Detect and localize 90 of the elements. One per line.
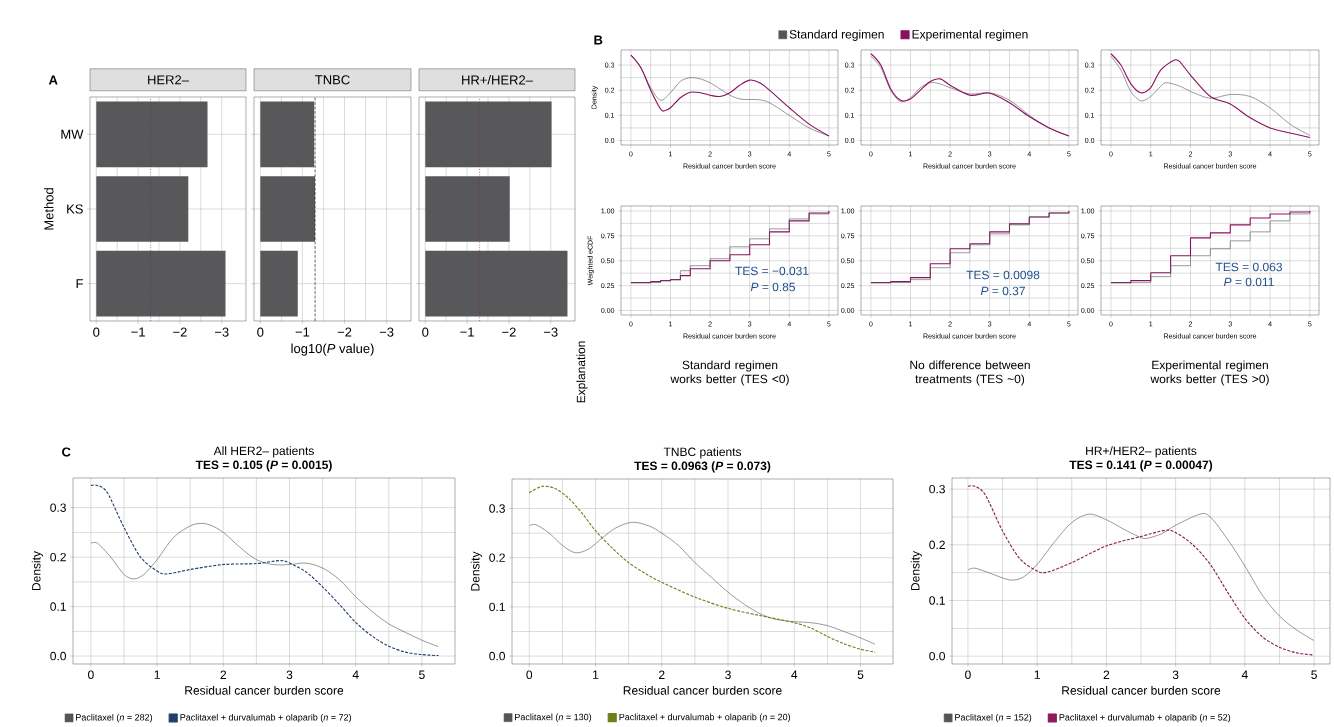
x-tick-label: 3 — [1172, 670, 1179, 680]
y-tick-label: 0.0 — [929, 651, 946, 661]
x-axis-title: Residual cancer burden score — [1062, 685, 1221, 695]
annotation: TES = −0.031 — [735, 266, 809, 276]
legend-label: Paclitaxel (n = 130) — [515, 713, 592, 723]
x-tick-label: −3 — [379, 327, 394, 337]
x-tick-label: 4 — [791, 670, 798, 679]
y-axis-title: Density — [910, 551, 922, 590]
chart-title: All HER2– patients — [213, 446, 314, 458]
y-tick-label: MW — [61, 129, 84, 139]
x-tick-label: −1 — [295, 327, 310, 337]
y-tick-label: F — [76, 279, 83, 289]
x-tick-label: −1 — [460, 327, 474, 337]
line-series — [90, 523, 439, 647]
x-axis-title: log10(P value) — [291, 343, 374, 356]
x-tick-label: 0 — [422, 327, 429, 337]
chart-title: TNBC — [315, 75, 350, 85]
y-tick-label: 0.1 — [929, 596, 945, 605]
y-axis-title: Density — [31, 551, 43, 591]
x-tick-label: 0 — [257, 327, 264, 337]
x-tick-label: 0 — [965, 670, 971, 680]
x-tick-label: −2 — [337, 327, 352, 337]
chart-subtitle: TES = 0.105 (P = 0.0015) — [195, 460, 332, 472]
x-tick-label: 2 — [1103, 670, 1110, 679]
y-axis-title: Density — [470, 551, 482, 591]
x-tick-label: 5 — [419, 670, 425, 679]
y-axis-title: Method — [43, 188, 54, 230]
annotation: P = 0.85 — [750, 282, 795, 292]
text: A — [48, 75, 58, 85]
y-tick-label: 0.0 — [50, 651, 67, 661]
x-tick-label: 1 — [593, 670, 599, 679]
legend-label: Paclitaxel (n = 282) — [76, 713, 153, 723]
x-tick-label: −2 — [502, 327, 516, 337]
x-tick-label: 2 — [659, 670, 665, 679]
x-tick-label: 4 — [352, 670, 359, 679]
chart-title: TNBC patients — [663, 447, 742, 459]
chart-title: HR+/HER2– patients — [1086, 446, 1197, 458]
chart-title: HR+/HER2– — [462, 75, 533, 85]
x-tick-label: 1 — [154, 670, 160, 679]
y-tick-label: 0.2 — [929, 540, 945, 550]
line-series — [967, 485, 1315, 656]
line-series — [528, 485, 876, 653]
x-tick-label: 1 — [1034, 670, 1040, 679]
annotation: P = 0.011 — [1223, 277, 1274, 287]
x-tick-label: 3 — [725, 670, 731, 680]
x-axis-title: Residual cancer burden score — [623, 685, 782, 695]
y-tick-label: 0.1 — [489, 602, 505, 612]
annotation: P = 0.37 — [980, 286, 1025, 296]
x-tick-label: 5 — [857, 670, 864, 679]
annotation: TES = 0.0098 — [966, 270, 1040, 280]
x-tick-label: 2 — [220, 670, 227, 679]
y-tick-label: 0.3 — [929, 484, 945, 494]
text: C — [62, 447, 71, 457]
legend-label: Paclitaxel + durvalumab + olaparib (n = 72) — [180, 713, 352, 723]
x-tick-label: 5 — [1311, 670, 1317, 679]
chart-subtitle: TES = 0.0963 (P = 0.073) — [634, 461, 771, 473]
x-tick-label: 0 — [526, 670, 533, 680]
line-series — [528, 521, 876, 645]
line-series — [630, 54, 830, 137]
y-tick-label: 0.2 — [50, 552, 66, 562]
x-tick-label: 0 — [93, 327, 100, 337]
x-tick-label: −3 — [214, 327, 229, 337]
line-series — [90, 484, 440, 657]
legend-label: Paclitaxel + durvalumab + olaparib (n = 20) — [619, 713, 791, 723]
legend-label: Standard regimen — [789, 29, 884, 41]
y-tick-label: 0.0 — [489, 651, 506, 661]
y-tick-label: 0.3 — [50, 503, 66, 512]
y-tick-label: 0.1 — [50, 602, 66, 611]
x-tick-label: 3 — [286, 670, 293, 680]
line-series — [967, 513, 1315, 641]
x-tick-label: −3 — [543, 327, 558, 337]
text: Explanation — [576, 341, 588, 403]
y-tick-label: 0.3 — [489, 504, 505, 513]
legend-label: Experimental regimen — [912, 29, 1028, 41]
x-axis-title: Residual cancer burden score — [185, 685, 344, 695]
text: Experimental regimen works better (TES >0) — [1150, 360, 1269, 386]
y-tick-label: KS — [67, 204, 83, 214]
chart-title: HER2– — [148, 75, 189, 85]
x-tick-label: 0 — [88, 670, 94, 680]
x-tick-label: −1 — [131, 327, 145, 337]
chart-subtitle: TES = 0.141 (P = 0.00047) — [1069, 460, 1213, 472]
legend-label: Paclitaxel (n = 152) — [955, 713, 1032, 723]
x-tick-label: 4 — [1241, 670, 1248, 679]
text: No difference between treatments (TES ~0) — [910, 360, 1030, 386]
legend-label: Paclitaxel + durvalumab + olaparib (n = 52) — [1059, 713, 1231, 723]
x-tick-label: −2 — [173, 327, 187, 337]
annotation: TES = 0.063 — [1215, 262, 1282, 272]
text: Standard regimen works better (TES <0) — [670, 360, 789, 386]
y-tick-label: 0.2 — [489, 553, 505, 562]
text: B — [594, 35, 603, 45]
